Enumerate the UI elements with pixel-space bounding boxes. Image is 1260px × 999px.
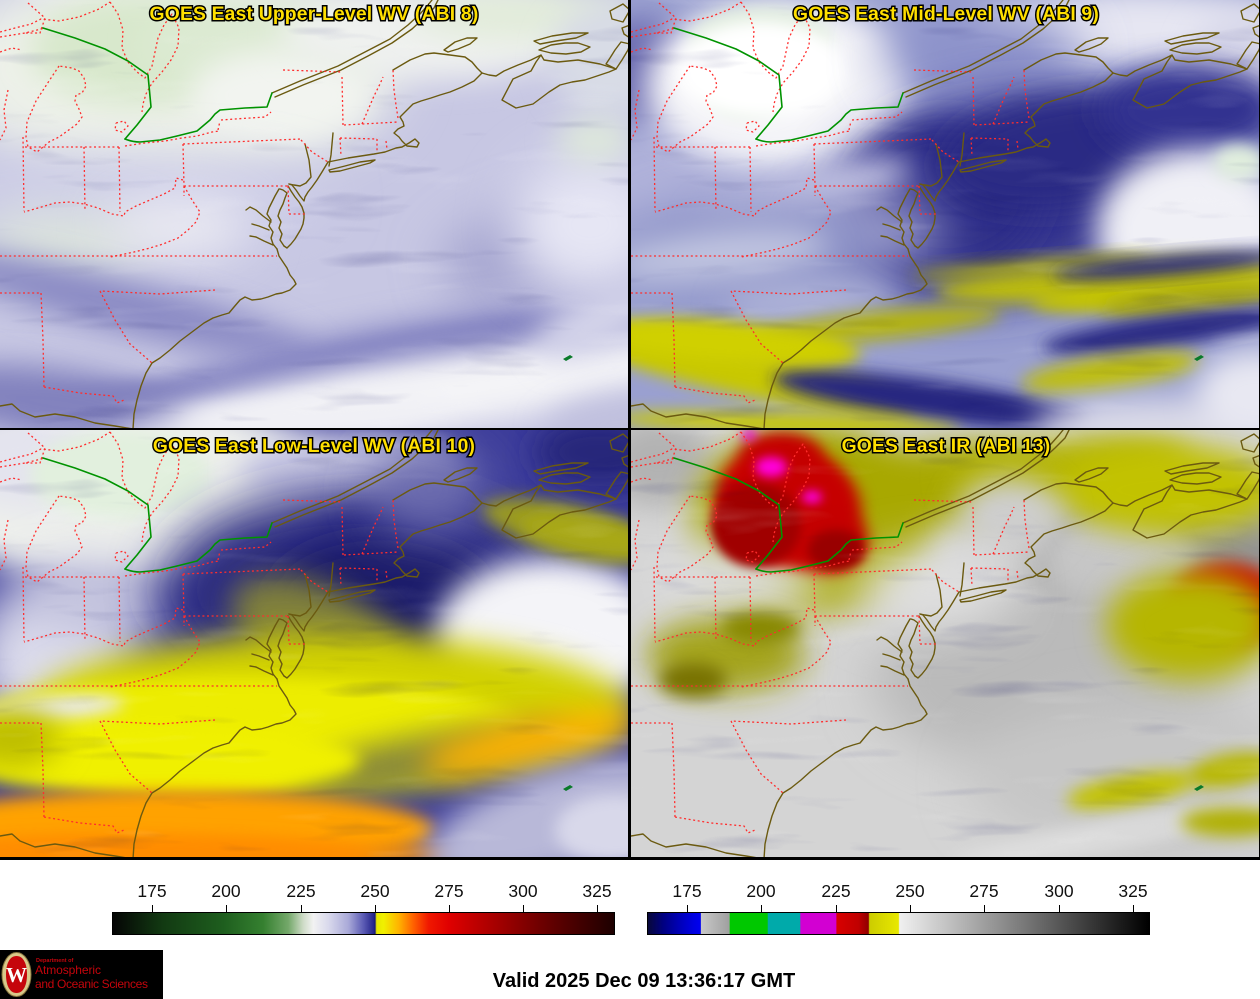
svg-text:Department of: Department of <box>36 958 73 964</box>
svg-text:W: W <box>6 963 27 987</box>
svg-text:and Oceanic Sciences: and Oceanic Sciences <box>35 977 148 991</box>
svg-text:Atmospheric: Atmospheric <box>35 963 101 977</box>
